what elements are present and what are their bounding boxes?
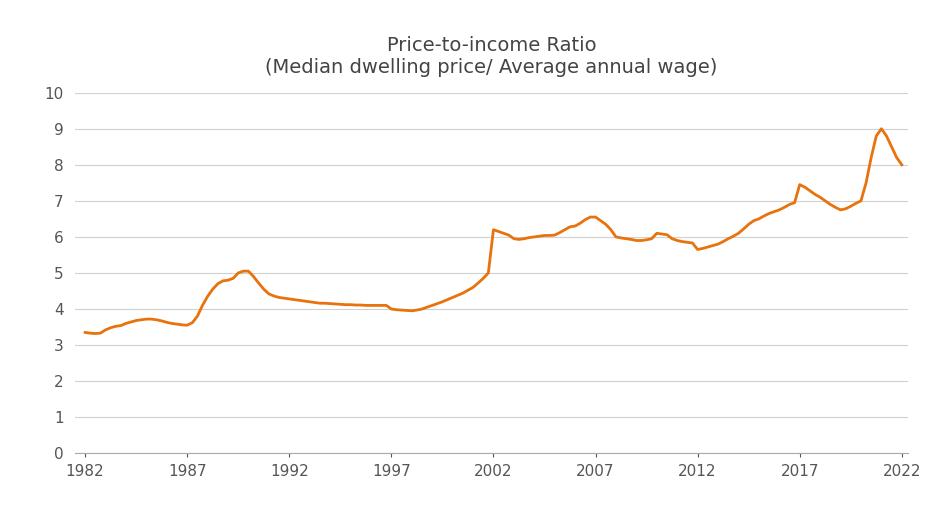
Title: Price-to-income Ratio
(Median dwelling price/ Average annual wage): Price-to-income Ratio (Median dwelling p… — [265, 36, 718, 77]
